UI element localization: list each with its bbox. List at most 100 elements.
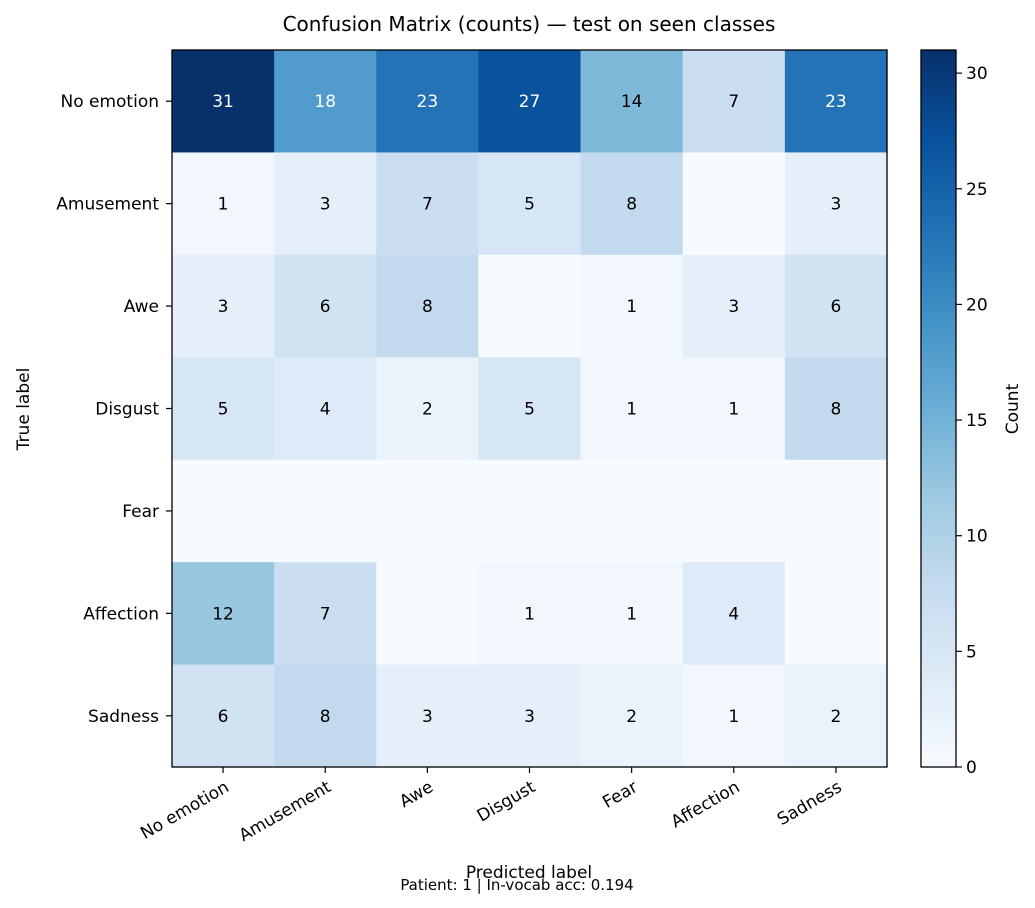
heatmap-cell [478, 664, 582, 768]
heatmap-cell [478, 357, 582, 461]
heatmap-cell [172, 562, 275, 666]
y-tick-label: Affection [83, 604, 159, 624]
colorbar-tick-label: 5 [966, 642, 977, 662]
x-axis-label: Predicted label [466, 863, 592, 883]
y-tick-label: Awe [124, 297, 159, 317]
y-tick-label: No emotion [60, 92, 159, 112]
heatmap-cell [580, 152, 684, 256]
heatmap-cells [172, 50, 888, 768]
x-axis-ticks: No emotion Amusement Awe Disgust Fear Affecti… [137, 767, 846, 846]
heatmap-cell [172, 254, 275, 358]
cell-value-label: 5 [524, 195, 535, 215]
cell-value-label: 1 [728, 707, 739, 727]
cell-value-label: 3 [524, 707, 535, 727]
heatmap-cell [274, 152, 377, 256]
cell-value-label: 7 [422, 195, 433, 215]
y-tick-label: Disgust [95, 400, 159, 420]
cell-value-label: 6 [218, 707, 229, 727]
cell-value-label: 6 [320, 297, 331, 317]
colorbar [920, 49, 957, 768]
cell-value-label: 31 [212, 92, 234, 112]
heatmap-cell [274, 459, 377, 563]
heatmap-cell [682, 50, 786, 154]
heatmap-cell [784, 357, 888, 461]
heatmap-cell [274, 50, 377, 154]
cell-value-label: 8 [626, 195, 637, 215]
heatmap-cell [172, 50, 275, 154]
heatmap-cell [376, 664, 480, 768]
x-tick-label: Awe [396, 777, 437, 812]
x-tick-label: Sadness [774, 777, 846, 830]
colorbar-tick-label: 30 [966, 64, 988, 84]
heatmap-cell [682, 664, 786, 768]
x-tick-label: Disgust [474, 777, 540, 826]
footnote: Patient: 1 | In-vocab acc: 0.194 [400, 876, 633, 894]
heatmap-cell [478, 562, 582, 666]
colorbar-tick-label: 25 [966, 180, 988, 200]
cell-value-label: 8 [831, 400, 842, 420]
x-tick-label: No emotion [137, 777, 232, 844]
heatmap-cell [478, 50, 582, 154]
heatmap-cell [478, 254, 582, 358]
cell-value-label: 2 [831, 707, 842, 727]
cell-value-label: 7 [728, 92, 739, 112]
heatmap-cell [274, 664, 377, 768]
cell-value-label: 7 [320, 604, 331, 624]
colorbar-label: Count [1003, 383, 1023, 434]
heatmap-cell [274, 254, 377, 358]
heatmap-cell [376, 152, 480, 256]
cell-value-label: 27 [519, 92, 541, 112]
heatmap-cell-labels: 31 18 23 27 14 7 231 3 7 5 8 33 6 8 1 3 65 4 2 5 1 1 812 7 1 1 46 8… [212, 92, 847, 727]
heatmap-cell [580, 664, 684, 768]
y-axis-ticks: No emotion Amusement Awe Disgust Fear Affecti… [56, 92, 172, 727]
cell-value-label: 1 [626, 297, 637, 317]
cell-value-label: 18 [314, 92, 336, 112]
heatmap-cell [682, 459, 786, 563]
colorbar-ticks: 0 5 10 15 20 25 30 [956, 64, 988, 778]
heatmap-cell [478, 459, 582, 563]
heatmap-cell [784, 152, 888, 256]
heatmap-cell [376, 562, 480, 666]
y-tick-label: Sadness [88, 707, 159, 727]
colorbar-tick-label: 10 [966, 527, 988, 547]
colorbar-tick-label: 20 [966, 295, 988, 315]
heatmap-cell [580, 562, 684, 666]
heatmap-cell [682, 152, 786, 256]
heatmap-cell [274, 357, 377, 461]
cell-value-label: 2 [422, 400, 433, 420]
x-tick-label: Affection [668, 777, 744, 832]
heatmap-cell [784, 254, 888, 358]
cell-value-label: 1 [728, 400, 739, 420]
cell-value-label: 5 [218, 400, 229, 420]
heatmap-cell [376, 254, 480, 358]
heatmap-cell [478, 152, 582, 256]
cell-value-label: 3 [831, 195, 842, 215]
cell-value-label: 3 [218, 297, 229, 317]
cell-value-label: 8 [422, 297, 433, 317]
cell-value-label: 23 [417, 92, 439, 112]
heatmap-cell [172, 357, 275, 461]
heatmap-cell [580, 357, 684, 461]
heatmap-cell [784, 562, 888, 666]
cell-value-label: 4 [320, 400, 331, 420]
cell-value-label: 1 [218, 195, 229, 215]
x-tick-label: Amusement [236, 777, 335, 846]
cell-value-label: 3 [422, 707, 433, 727]
colorbar-tick-label: 15 [966, 411, 988, 431]
heatmap-cell [376, 50, 480, 154]
cell-value-label: 23 [825, 92, 847, 112]
cell-value-label: 2 [626, 707, 637, 727]
heatmap-cell [580, 459, 684, 563]
heatmap-cell [172, 664, 275, 768]
y-tick-label: Amusement [56, 195, 159, 215]
heatmap-cell [172, 459, 275, 563]
cell-value-label: 6 [831, 297, 842, 317]
heatmap-cell [172, 152, 275, 256]
cell-value-label: 3 [320, 195, 331, 215]
chart-title: Confusion Matrix (counts) — test on seen… [283, 12, 776, 36]
cell-value-label: 1 [524, 604, 535, 624]
heatmap-cell [682, 562, 786, 666]
heatmap-cell [376, 357, 480, 461]
cell-value-label: 12 [212, 604, 234, 624]
x-tick-label: Fear [599, 777, 641, 813]
